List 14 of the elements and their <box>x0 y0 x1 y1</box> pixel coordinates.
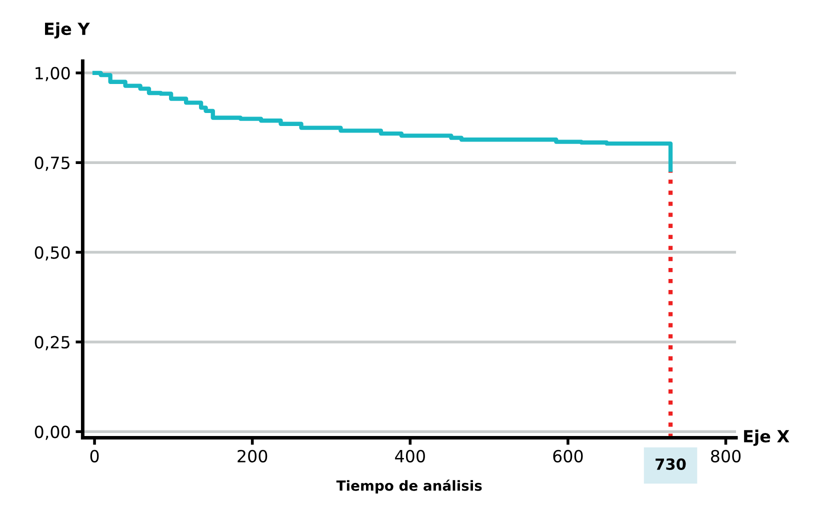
y-tick-label: 1,00 <box>36 66 70 82</box>
x-tick-label: 400 <box>395 450 425 462</box>
x-tick-label: 600 <box>553 450 583 462</box>
x-tick-label: 0 <box>90 450 99 462</box>
y-tick-label: 0,00 <box>34 426 70 440</box>
x-tick-label: 800 <box>710 450 741 462</box>
ref-line-label: 730 <box>656 458 686 470</box>
x-tick-label: 200 <box>238 450 268 462</box>
y-tick-label: 0,50 <box>34 246 70 261</box>
text: Eje X <box>744 430 790 446</box>
y-tick-label: 0,75 <box>34 156 70 171</box>
y-tick-label: 0,25 <box>34 336 70 350</box>
x-axis-title: Tiempo de análisis <box>336 480 482 494</box>
y-axis-title: Eje Y <box>45 22 90 38</box>
